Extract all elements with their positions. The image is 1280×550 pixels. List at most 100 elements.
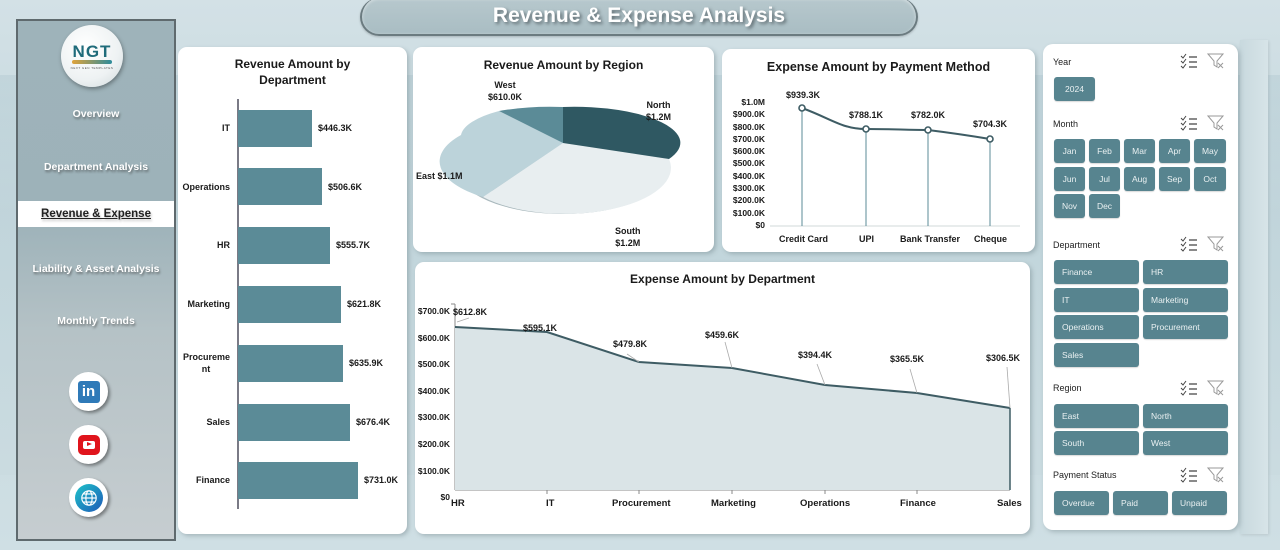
filter-chip-month[interactable]: Feb [1089, 139, 1120, 163]
filter-chip-month[interactable]: Apr [1159, 139, 1190, 163]
expense-by-payment-card: Expense Amount by Payment Method $1.0M $… [722, 49, 1035, 252]
chart-title: Revenue Amount by Region [483, 58, 644, 72]
filter-chip-month[interactable]: Oct [1194, 167, 1226, 191]
linkedin-icon: in [77, 380, 100, 403]
multi-select-icon[interactable] [1180, 115, 1198, 131]
nav-item-overview[interactable]: Overview [72, 108, 120, 120]
bar-category-label: Marketing [187, 299, 230, 309]
y-axis: $700.0K $600.0K $500.0K $400.0K $300.0K … [417, 306, 450, 503]
page-title-banner: Revenue & Expense Analysis [360, 0, 918, 36]
x-axis-label: UPI [859, 234, 875, 244]
filter-chip-payment-status[interactable]: Paid [1113, 491, 1168, 515]
x-axis-label: Credit Card [779, 234, 829, 244]
filter-chip-month[interactable]: Dec [1089, 194, 1120, 218]
bar-value-label: $555.7K [336, 240, 371, 250]
website-button[interactable] [69, 478, 108, 517]
filter-chip-department[interactable]: Procurement [1143, 315, 1228, 339]
filter-chip-department[interactable]: Finance [1054, 260, 1139, 284]
page-title: Revenue & Expense Analysis [492, 4, 786, 27]
bar-category-label: HR [217, 240, 230, 250]
filter-chip-month[interactable]: Jul [1089, 167, 1120, 191]
y-axis: $1.0M $900.0K $800.0K $700.0K $600.0K $5… [732, 97, 765, 230]
filter-chip-payment-status[interactable]: Overdue [1054, 491, 1109, 515]
bar-value-label: $621.8K [347, 299, 382, 309]
multi-select-icon[interactable] [1180, 380, 1198, 396]
filter-chip-month[interactable]: Jan [1054, 139, 1085, 163]
linkedin-button[interactable]: in [69, 372, 108, 411]
clear-filter-icon[interactable] [1207, 53, 1225, 69]
revenue-by-department-card: Revenue Amount by Department IT Operatio… [178, 47, 407, 534]
logo-subtext: NEXT GEN TEMPLATES [70, 66, 114, 70]
filter-chip-region[interactable]: North [1143, 404, 1228, 428]
filter-label-department: Department [1053, 240, 1101, 250]
point-value-label: $704.3K [973, 119, 1008, 129]
sidebar: NGT NEXT GEN TEMPLATES Overview Departme… [16, 19, 176, 541]
multi-select-icon[interactable] [1180, 53, 1198, 69]
bar-category-label: Finance [195, 475, 230, 485]
point-value-label: $612.8K [453, 307, 488, 317]
bar-category-label: Operations [182, 182, 230, 192]
filter-chip-month[interactable]: May [1194, 139, 1226, 163]
filter-panel: Year 2024 Month Jan Feb Mar Apr May Jun … [1043, 44, 1238, 530]
filter-chip-department[interactable]: Operations [1054, 315, 1139, 339]
filter-chip-year-2024[interactable]: 2024 [1054, 77, 1095, 101]
bar-value-label: $446.3K [318, 123, 353, 133]
filter-chip-month[interactable]: Aug [1124, 167, 1155, 191]
bar-value-label: $506.6K [328, 182, 363, 192]
point-value-label: $394.4K [798, 350, 833, 360]
chart-title: Expense Amount by Department [630, 272, 815, 286]
filter-chip-department[interactable]: Marketing [1143, 288, 1228, 312]
filter-chip-region[interactable]: South [1054, 431, 1139, 455]
x-axis-label: Marketing [711, 498, 756, 509]
x-axis-label: Sales [997, 498, 1022, 509]
filter-label-payment-status: Payment Status [1053, 470, 1117, 480]
clear-filter-icon[interactable] [1207, 380, 1225, 396]
chart-title: Expense Amount by Payment Method [766, 60, 991, 74]
filter-chip-month[interactable]: Nov [1054, 194, 1085, 218]
multi-select-icon[interactable] [1180, 236, 1198, 252]
clear-filter-icon[interactable] [1207, 115, 1225, 131]
filter-chip-region[interactable]: East [1054, 404, 1139, 428]
point-value-label: $939.3K [786, 90, 821, 100]
point-value-label: $479.8K [613, 339, 648, 349]
nav-item-department-analysis[interactable]: Department Analysis [43, 161, 149, 173]
filter-label-month: Month [1053, 119, 1079, 129]
filter-chip-department[interactable]: HR [1143, 260, 1228, 284]
x-axis-label: Finance [900, 498, 936, 509]
bar-category-label: IT [222, 123, 230, 133]
x-axis-label: HR [451, 498, 465, 509]
logo: NGT NEXT GEN TEMPLATES [61, 25, 123, 87]
pie-label-west: West $610.0K [488, 80, 523, 102]
bar-value-label: $635.9K [349, 358, 384, 368]
filter-chip-payment-status[interactable]: Unpaid [1172, 491, 1227, 515]
nav-item-liability-asset-analysis[interactable]: Liability & Asset Analysis [32, 263, 160, 275]
filter-chip-department[interactable]: Sales [1054, 343, 1139, 367]
youtube-button[interactable] [69, 425, 108, 464]
expense-by-department-card: Expense Amount by Department $700.0K $60… [415, 262, 1030, 534]
clear-filter-icon[interactable] [1207, 236, 1225, 252]
nav-item-monthly-trends[interactable]: Monthly Trends [57, 315, 135, 327]
filter-chip-month[interactable]: Jun [1054, 167, 1085, 191]
right-decor-strip [1240, 40, 1268, 534]
nav-item-revenue-expense[interactable]: Revenue & Expense [18, 201, 174, 227]
filter-chip-department[interactable]: IT [1054, 288, 1139, 312]
point-value-label: $595.1K [523, 323, 558, 333]
x-axis-label: Procurement [612, 498, 671, 509]
x-axis-label: IT [546, 498, 555, 509]
point-value-label: $788.1K [849, 110, 884, 120]
filter-chip-region[interactable]: West [1143, 431, 1228, 455]
filter-chip-month[interactable]: Sep [1159, 167, 1190, 191]
youtube-icon [77, 434, 100, 455]
bar-value-label: $731.0K [364, 475, 399, 485]
filter-label-year: Year [1053, 57, 1072, 67]
x-axis-label: Cheque [974, 234, 1008, 244]
chart-title: Revenue Amount by Department [234, 57, 351, 87]
pie-label-north: North $1.2M [646, 100, 672, 122]
point-value-label: $782.0K [911, 110, 946, 120]
pie-label-east: East $1.1M [416, 171, 463, 181]
filter-chip-month[interactable]: Mar [1124, 139, 1155, 163]
clear-filter-icon[interactable] [1207, 467, 1225, 483]
logo-text: NGT [72, 42, 112, 61]
multi-select-icon[interactable] [1180, 467, 1198, 483]
point-value-label: $365.5K [890, 354, 925, 364]
